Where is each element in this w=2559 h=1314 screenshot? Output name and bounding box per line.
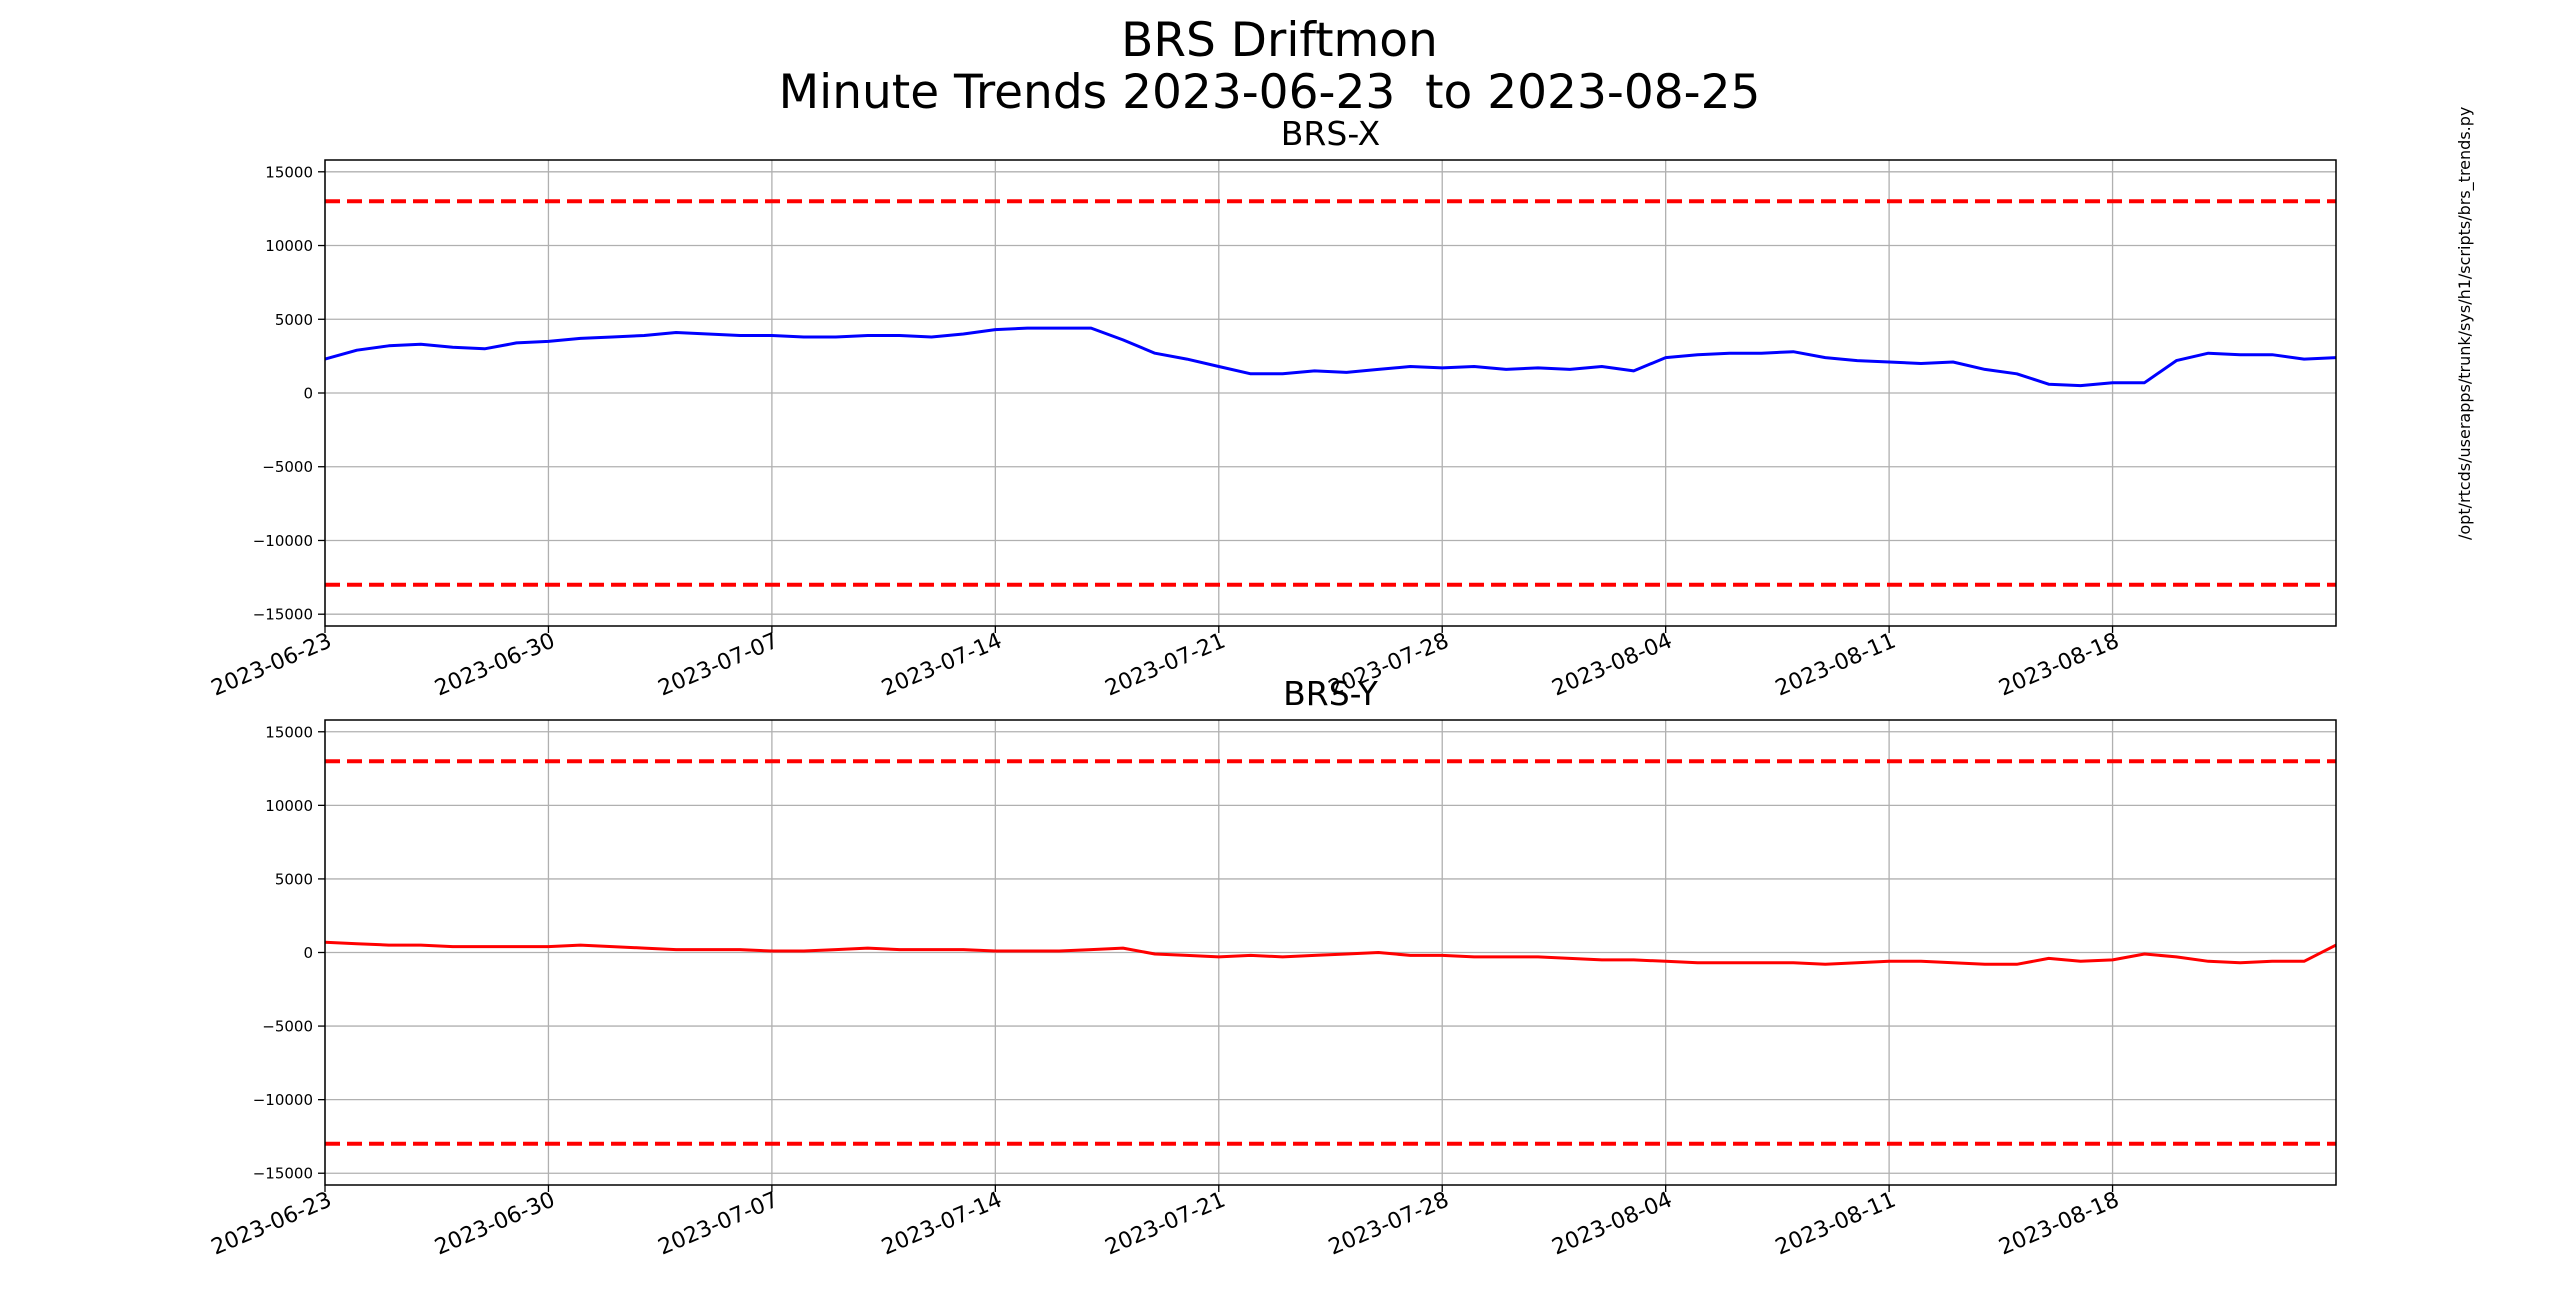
brs-x-x-tick-label: 2023-07-21 xyxy=(1102,629,1229,702)
brs-y-x-tick-label: 2023-06-30 xyxy=(431,1188,558,1261)
brs-y-x-tick-label: 2023-08-11 xyxy=(1772,1188,1899,1261)
brs-x-x-tick-label: 2023-07-14 xyxy=(878,629,1005,702)
brs-x-x-tick-label: 2023-06-30 xyxy=(431,629,558,702)
brs-y-y-tick-label: −15000 xyxy=(253,1165,313,1183)
brs-y-y-tick-label: 0 xyxy=(303,944,313,962)
brs-x-y-tick-label: 10000 xyxy=(265,237,313,255)
brs-y-y-tick-label: −5000 xyxy=(262,1018,313,1036)
brs-x-plot: 15000 10000 5000 0 −5000 −10000 −15000 2023-06-… xyxy=(208,114,2337,702)
brs-x-x-tick-label: 2023-08-18 xyxy=(1995,629,2122,702)
brs-x-x-tick-label: 2023-06-23 xyxy=(208,629,335,702)
brs-y-x-tick-label: 2023-08-04 xyxy=(1549,1188,1676,1261)
brs-x-x-tick-label: 2023-07-07 xyxy=(655,629,782,702)
brs-y-x-tick-label: 2023-08-18 xyxy=(1995,1188,2122,1261)
brs-x-series-line xyxy=(324,326,2337,388)
brs-x-x-tick-label: 2023-08-11 xyxy=(1772,629,1899,702)
brs-y-x-tick-label: 2023-07-14 xyxy=(878,1188,1005,1261)
brs-y-x-tick-label: 2023-07-28 xyxy=(1325,1188,1452,1261)
brs-y-y-tick-label: −10000 xyxy=(253,1091,313,1109)
brs-x-y-tick-label: −10000 xyxy=(253,532,313,550)
brs-y-y-tick-label: 5000 xyxy=(275,870,313,888)
brs-x-title: BRS-X xyxy=(1281,114,1380,153)
brs-y-y-tick-label: 15000 xyxy=(265,723,313,741)
brs-x-y-tick-label: 15000 xyxy=(265,163,313,181)
brs-y-series-line xyxy=(324,940,2337,966)
brs-x-x-tick-label: 2023-08-04 xyxy=(1549,629,1676,702)
brs-x-y-tick-label: 5000 xyxy=(275,311,313,329)
brs-y-x-tick-label: 2023-07-07 xyxy=(655,1188,782,1261)
brs-y-x-tick-label: 2023-07-21 xyxy=(1102,1188,1229,1261)
brs-x-y-tick-label: −15000 xyxy=(253,606,313,624)
brs-x-y-tick-label: −5000 xyxy=(262,458,313,476)
figure-title: BRS Driftmon xyxy=(1121,13,1438,68)
brs-x-y-tick-label: 0 xyxy=(303,385,313,403)
brs-y-title: BRS-Y xyxy=(1283,674,1379,713)
brs-y-plot: 15000 10000 5000 0 −5000 −10000 −15000 2023-06-… xyxy=(208,674,2337,1261)
brs-y-y-tick-label: 10000 xyxy=(265,797,313,815)
figure-subtitle: Minute Trends 2023-06-23 to 2023-08-25 xyxy=(778,65,1761,120)
brs-y-x-tick-label: 2023-06-23 xyxy=(208,1188,335,1261)
